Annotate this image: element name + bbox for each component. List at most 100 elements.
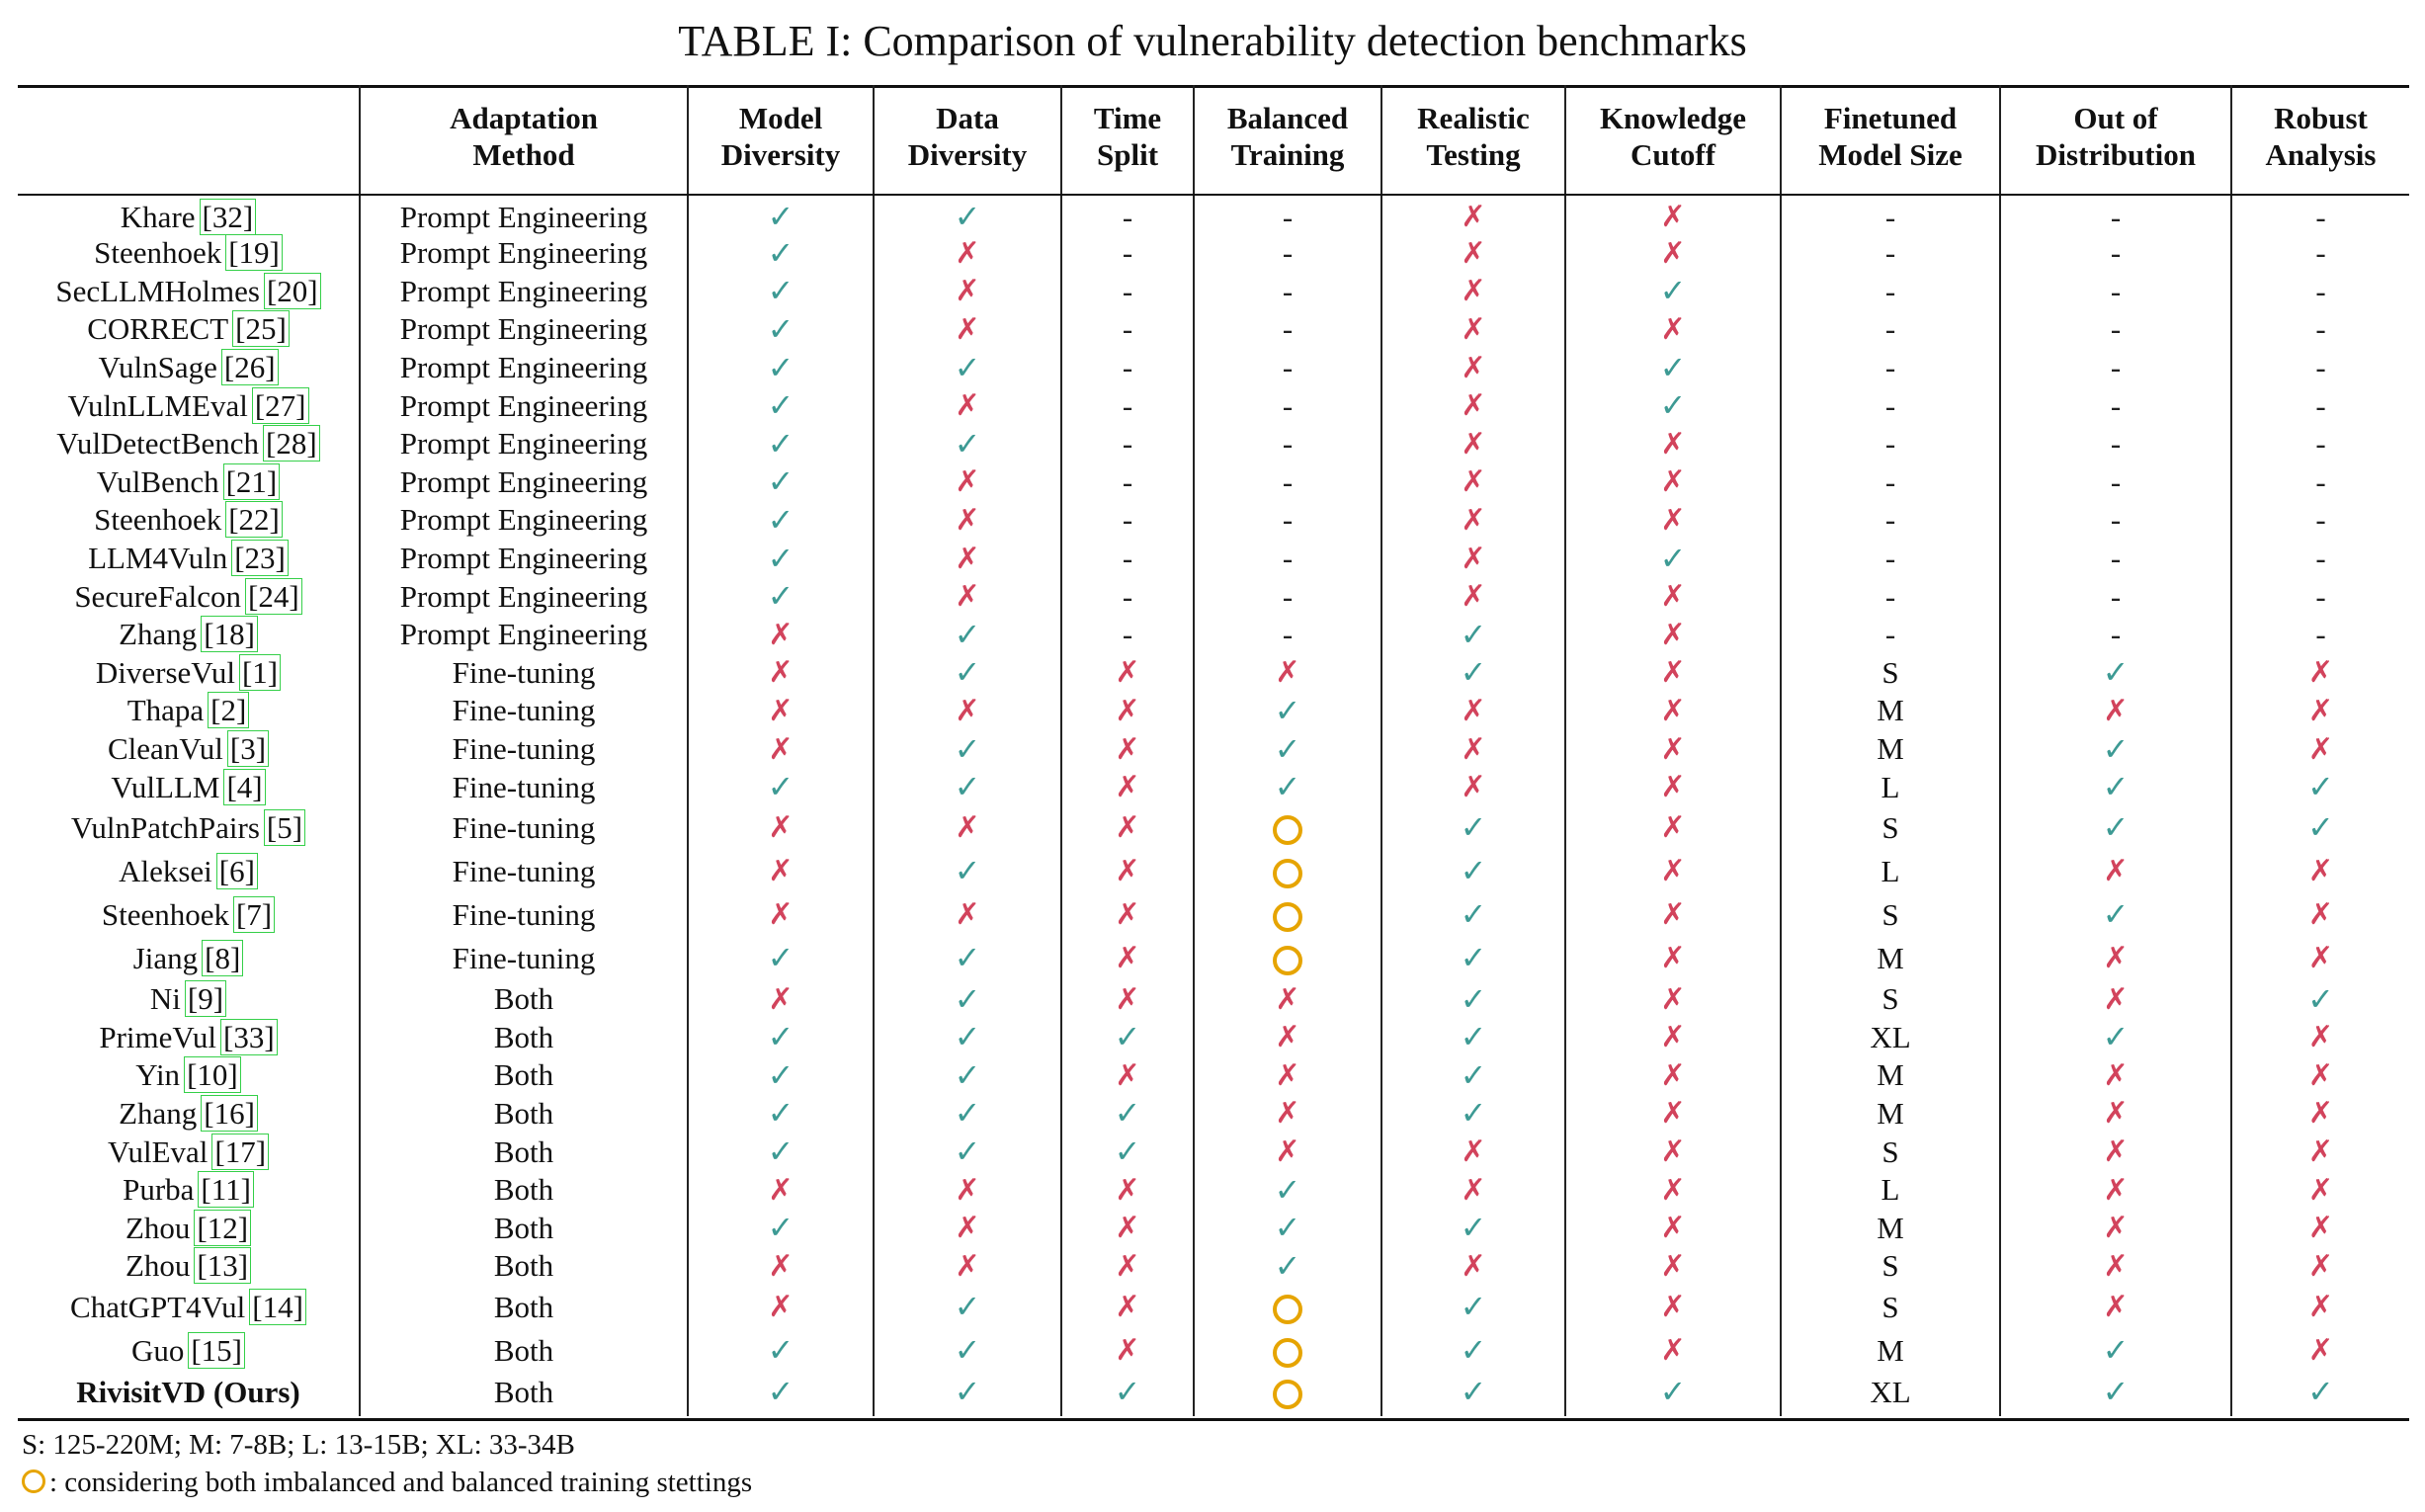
check-mark: ✓ bbox=[954, 730, 981, 767]
citation-link[interactable]: [25] bbox=[232, 310, 290, 348]
citation-link[interactable]: [6] bbox=[215, 852, 258, 889]
dash-cell: - bbox=[2230, 348, 2409, 387]
citation-link[interactable]: [17] bbox=[211, 1133, 270, 1170]
table-row: CleanVul [3] Fine-tuning ✗ ✓ ✗ ✓ ✗ ✗ M ✓ ✗ bbox=[18, 729, 2409, 769]
cross-icon: ✗ bbox=[1193, 1133, 1381, 1171]
citation-link[interactable]: [12] bbox=[194, 1209, 252, 1246]
cross-mark: ✗ bbox=[768, 855, 794, 888]
citation-link[interactable]: [32] bbox=[199, 198, 257, 235]
benchmark-name-cell: RivisitVD (Ours) bbox=[18, 1373, 360, 1416]
citation-link[interactable]: [7] bbox=[232, 895, 276, 933]
citation-link[interactable]: [21] bbox=[222, 462, 281, 500]
cross-mark: ✗ bbox=[768, 732, 794, 766]
cross-mark: ✗ bbox=[768, 694, 794, 727]
table-row: CORRECT [25] Prompt Engineering ✓ ✗ - - ✗ ✗ - - - bbox=[18, 310, 2409, 349]
citation-link[interactable]: [1] bbox=[238, 653, 282, 691]
table-row: SecureFalcon [24] Prompt Engineering ✓ ✗ - - ✗ ✗… bbox=[18, 577, 2409, 616]
citation-link[interactable]: [22] bbox=[225, 501, 283, 539]
cross-mark: ✗ bbox=[955, 1212, 980, 1245]
citation-link[interactable]: [9] bbox=[184, 980, 227, 1018]
citation-link[interactable]: [16] bbox=[201, 1094, 258, 1132]
adaptation-method-cell: Fine-tuning bbox=[359, 805, 688, 850]
cross-icon: ✗ bbox=[1380, 386, 1565, 425]
citation-link[interactable]: [5] bbox=[263, 808, 306, 846]
check-mark: ✓ bbox=[2307, 1374, 2334, 1410]
cross-mark: ✗ bbox=[2103, 855, 2129, 888]
citation-link[interactable]: [20] bbox=[263, 272, 321, 309]
adaptation-method-cell: Prompt Engineering bbox=[359, 462, 688, 502]
dash-cell: - bbox=[1780, 310, 2000, 349]
circle-icon bbox=[1273, 1338, 1302, 1369]
benchmark-name: Steenhoek bbox=[94, 502, 222, 538]
citation-link[interactable]: [28] bbox=[263, 425, 320, 462]
citation-link[interactable]: [3] bbox=[226, 730, 270, 768]
cross-mark: ✗ bbox=[1461, 580, 1486, 614]
cross-mark: ✗ bbox=[1660, 1135, 1686, 1169]
dash-mark: - bbox=[2315, 199, 2326, 234]
citation-link[interactable]: [33] bbox=[220, 1018, 278, 1055]
citation-link[interactable]: [11] bbox=[198, 1171, 254, 1209]
cross-icon: ✗ bbox=[1380, 1247, 1565, 1286]
table-row: Zhou [12] Both ✓ ✗ ✗ ✓ ✓ ✗ M ✗ ✗ bbox=[18, 1209, 2409, 1248]
adaptation-method-cell: Fine-tuning bbox=[359, 892, 688, 937]
citation-link[interactable]: [2] bbox=[208, 692, 250, 729]
dash-cell: - bbox=[1060, 615, 1194, 654]
check-icon: ✓ bbox=[687, 1328, 874, 1373]
cross-icon: ✗ bbox=[1380, 462, 1565, 502]
dash-mark: - bbox=[1282, 463, 1294, 499]
cross-mark: ✗ bbox=[1275, 1021, 1300, 1054]
dash-mark: - bbox=[2110, 273, 2122, 308]
dash-mark: - bbox=[1122, 387, 1133, 423]
circle-icon bbox=[1273, 815, 1302, 846]
cross-icon: ✗ bbox=[1380, 768, 1565, 806]
cross-icon: ✗ bbox=[1564, 1056, 1781, 1095]
benchmark-name: Jiang bbox=[132, 940, 199, 975]
cross-mark: ✗ bbox=[2307, 1212, 2334, 1245]
cross-mark: ✗ bbox=[2103, 982, 2129, 1016]
dash-cell: - bbox=[1999, 577, 2231, 616]
cross-mark: ✗ bbox=[768, 811, 794, 845]
citation-link[interactable]: [10] bbox=[184, 1056, 241, 1094]
benchmark-name: SecLLMHolmes bbox=[55, 273, 260, 308]
dash-cell: - bbox=[1060, 501, 1194, 540]
check-mark: ✓ bbox=[2307, 980, 2334, 1017]
dash-mark: - bbox=[1884, 502, 1896, 538]
check-icon: ✓ bbox=[687, 272, 874, 311]
check-mark: ✓ bbox=[954, 654, 981, 691]
citation-link[interactable]: [27] bbox=[251, 386, 309, 424]
cross-icon: ✗ bbox=[687, 849, 874, 893]
citation-link[interactable]: [23] bbox=[231, 540, 289, 577]
citation-link[interactable]: [15] bbox=[188, 1331, 246, 1369]
dash-cell: - bbox=[1780, 539, 2000, 578]
dash-cell: - bbox=[2230, 462, 2409, 502]
citation-link[interactable]: [24] bbox=[245, 577, 302, 615]
citation-link[interactable]: [14] bbox=[249, 1288, 306, 1325]
cross-mark: ✗ bbox=[955, 898, 980, 932]
citation-link[interactable]: [18] bbox=[201, 616, 258, 653]
benchmark-name: VulnSage bbox=[98, 350, 217, 385]
cross-icon: ✗ bbox=[2230, 1133, 2409, 1171]
table-row: RivisitVD (Ours) Both ✓ ✓ ✓ ✓ ✓ XL ✓ ✓ bbox=[18, 1372, 2409, 1416]
model-size-cell: M bbox=[1780, 936, 2000, 980]
citation-link[interactable]: [4] bbox=[223, 768, 266, 805]
header-line: Out of bbox=[2073, 101, 2158, 135]
header-line: Data bbox=[936, 101, 999, 135]
cross-mark: ✗ bbox=[1660, 201, 1686, 233]
cross-mark: ✗ bbox=[768, 1291, 794, 1324]
circle-legend: : considering both imbalanced and balanc… bbox=[22, 1464, 752, 1501]
cross-mark: ✗ bbox=[1461, 427, 1486, 461]
cross-mark: ✗ bbox=[768, 982, 794, 1016]
check-icon: ✓ bbox=[1564, 348, 1781, 387]
table-row: VulLLM [4] Fine-tuning ✓ ✓ ✗ ✓ ✗ ✗ L ✓ ✓ bbox=[18, 768, 2409, 806]
citation-link[interactable]: [19] bbox=[225, 234, 283, 272]
cross-icon: ✗ bbox=[1999, 1133, 2231, 1171]
dash-mark: - bbox=[1884, 541, 1896, 576]
circle-cell bbox=[1193, 892, 1381, 937]
check-icon: ✓ bbox=[1380, 805, 1565, 850]
table-row: DiverseVul [1] Fine-tuning ✗ ✓ ✗ ✗ ✓ ✗ S ✓ ✗ bbox=[18, 653, 2409, 693]
cross-icon: ✗ bbox=[1999, 1056, 2231, 1095]
citation-link[interactable]: [13] bbox=[194, 1247, 252, 1285]
citation-link[interactable]: [8] bbox=[202, 939, 244, 976]
cross-mark: ✗ bbox=[1660, 855, 1686, 888]
citation-link[interactable]: [26] bbox=[220, 349, 279, 386]
